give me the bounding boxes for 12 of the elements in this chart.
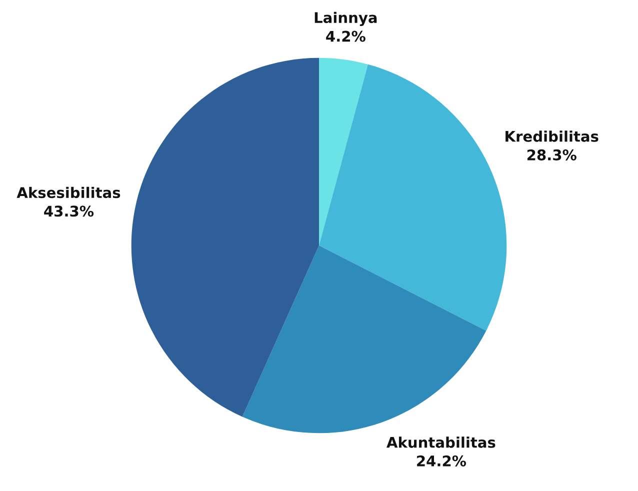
data-label: 4.2% <box>326 30 366 42</box>
pie-slice <box>319 58 368 246</box>
data-label: 24.2% <box>417 455 466 466</box>
pie-slice <box>319 64 507 331</box>
data-label: 43.3% <box>44 206 94 217</box>
slice-label: Lainnya <box>314 12 377 26</box>
pie-slice <box>242 246 486 434</box>
data-label: 28.3% <box>527 149 576 160</box>
slice-label: Akuntabilitas <box>386 436 496 448</box>
pie-slice <box>131 58 319 417</box>
slice-label: Aksesibilitas <box>16 186 120 198</box>
slice-label: Kredibilitas <box>506 130 598 142</box>
